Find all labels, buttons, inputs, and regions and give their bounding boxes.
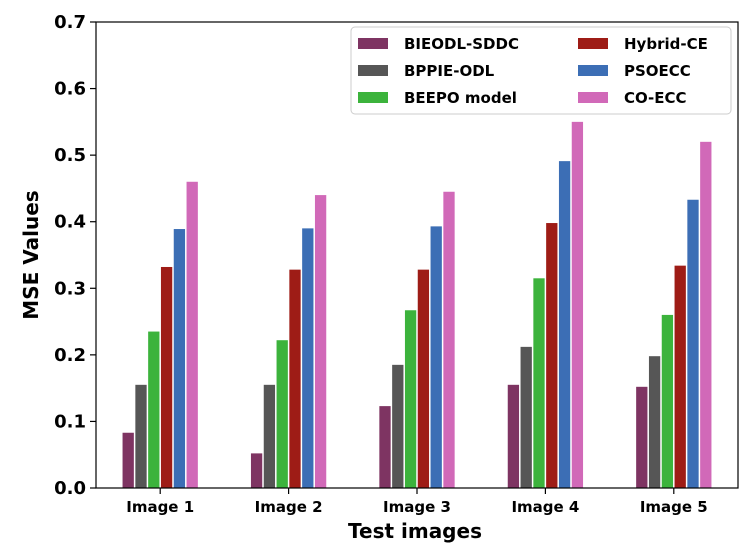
bar-hybrid-ce-image-2 xyxy=(289,269,301,488)
bar-beepo-model-image-5 xyxy=(661,314,674,488)
bar-bppie-odl-image-1 xyxy=(135,384,147,488)
bar-psoecc-image-2 xyxy=(302,228,314,488)
bar-bppie-odl-image-4 xyxy=(520,346,532,488)
bar-beepo-model-image-3 xyxy=(404,310,417,488)
bar-bieodl-sddc-image-4 xyxy=(507,384,520,488)
legend-label: BIEODL-SDDC xyxy=(404,35,519,53)
legend-swatch-bppie-odl xyxy=(358,65,388,76)
x-tick-label: Image 4 xyxy=(511,498,579,516)
bar-beepo-model-image-2 xyxy=(276,340,288,488)
bar-hybrid-ce-image-1 xyxy=(160,266,173,488)
x-tick-label: Image 1 xyxy=(126,498,194,516)
bar-co-ecc-image-2 xyxy=(314,195,327,489)
x-tick-label: Image 3 xyxy=(383,498,451,516)
legend-swatch-co-ecc xyxy=(578,92,608,103)
legend-label: CO-ECC xyxy=(624,89,687,107)
legend-label: Hybrid-CE xyxy=(624,35,708,53)
bar-bieodl-sddc-image-3 xyxy=(379,406,391,488)
y-tick-label: 0.0 xyxy=(54,478,86,499)
bar-co-ecc-image-5 xyxy=(700,141,712,489)
legend-label: BPPIE-ODL xyxy=(404,62,495,80)
y-axis-ticks: 0.0 0.1 0.2 0.3 0.4 0.5 0.6 0.7 xyxy=(54,12,96,499)
y-tick-label: 0.7 xyxy=(54,12,86,33)
y-tick-label: 0.6 xyxy=(54,79,86,100)
bar-bppie-odl-image-5 xyxy=(648,356,661,488)
bars-layer xyxy=(122,121,712,489)
bar-bieodl-sddc-image-1 xyxy=(122,432,134,488)
bar-psoecc-image-3 xyxy=(430,226,442,489)
legend-swatch-bieodl-sddc xyxy=(358,38,388,49)
y-tick-label: 0.2 xyxy=(54,345,86,366)
bar-psoecc-image-5 xyxy=(687,199,699,488)
legend-label: PSOECC xyxy=(624,62,691,80)
bar-bieodl-sddc-image-2 xyxy=(250,453,263,488)
bar-bieodl-sddc-image-5 xyxy=(636,386,648,488)
y-axis-label: MSE Values xyxy=(19,190,43,319)
bar-beepo-model-image-4 xyxy=(533,278,545,488)
bar-co-ecc-image-4 xyxy=(571,121,584,488)
legend-swatch-hybrid-ce xyxy=(578,38,608,49)
x-tick-label: Image 5 xyxy=(640,498,708,516)
bar-psoecc-image-1 xyxy=(173,229,186,488)
bar-co-ecc-image-3 xyxy=(443,191,455,488)
bar-bppie-odl-image-2 xyxy=(263,384,276,488)
bar-co-ecc-image-1 xyxy=(186,181,198,488)
bar-hybrid-ce-image-4 xyxy=(546,223,558,488)
legend-swatch-beepo-model xyxy=(358,92,388,103)
y-tick-label: 0.1 xyxy=(54,411,86,432)
y-tick-label: 0.4 xyxy=(54,212,86,233)
bar-beepo-model-image-1 xyxy=(148,331,160,488)
legend-box xyxy=(350,26,732,115)
y-tick-label: 0.3 xyxy=(54,278,86,299)
y-tick-label: 0.5 xyxy=(54,145,86,166)
x-axis-label: Test images xyxy=(348,519,482,543)
bar-hybrid-ce-image-3 xyxy=(417,269,430,488)
x-axis-ticks: Image 1 Image 2 Image 3 Image 4 Image 5 xyxy=(126,488,708,516)
legend: BIEODL-SDDC BPPIE-ODL BEEPO model Hybrid-CE… xyxy=(350,26,732,115)
bar-bppie-odl-image-3 xyxy=(392,364,404,488)
legend-swatch-psoecc xyxy=(578,65,608,76)
legend-label: BEEPO model xyxy=(404,89,517,107)
bar-hybrid-ce-image-5 xyxy=(674,265,686,488)
bar-psoecc-image-4 xyxy=(558,161,571,489)
x-tick-label: Image 2 xyxy=(255,498,323,516)
